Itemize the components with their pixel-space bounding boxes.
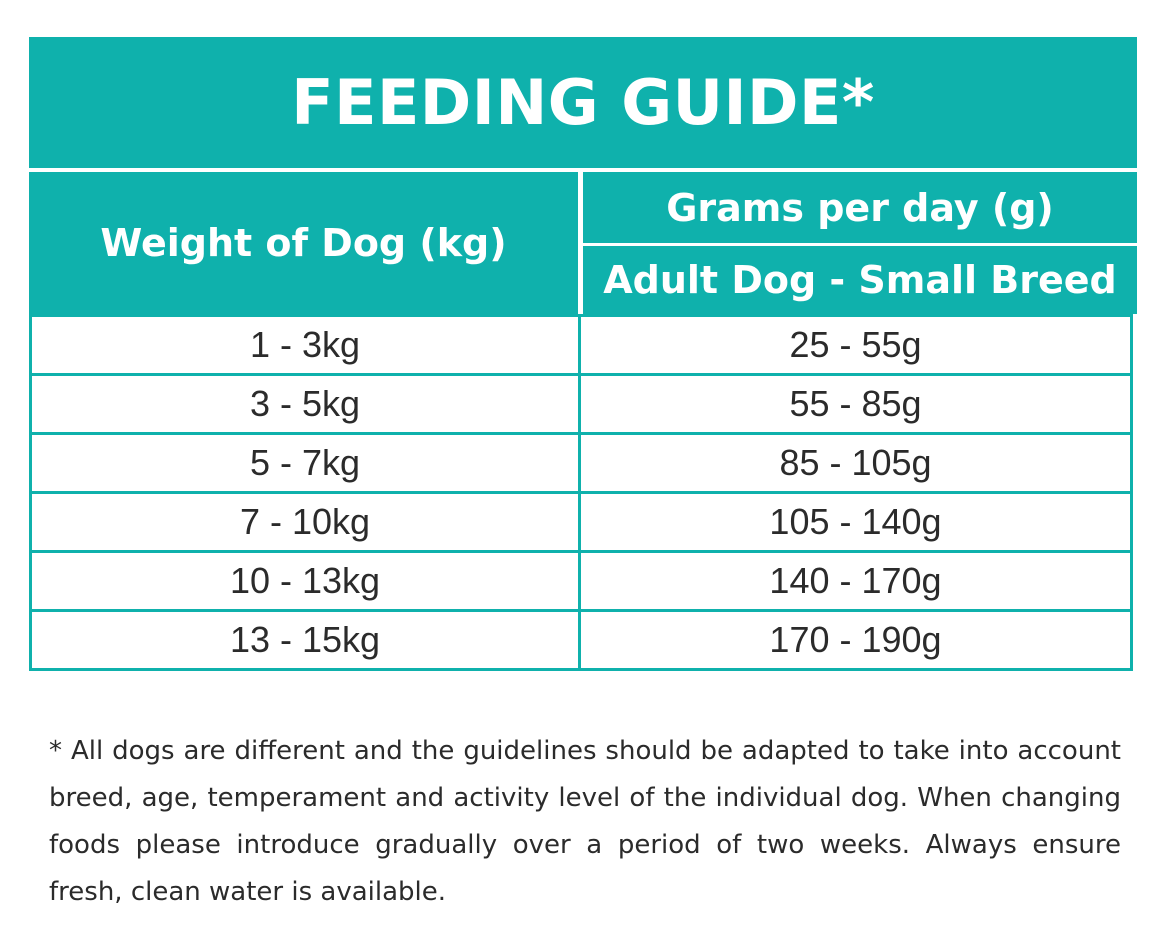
table-row: 13 - 15kg 170 - 190g	[29, 609, 1133, 671]
weight-cell: 1 - 3kg	[29, 314, 581, 376]
grams-cell: 140 - 170g	[578, 550, 1133, 612]
breed-subheader: Adult Dog - Small Breed	[583, 246, 1137, 314]
table-row: 5 - 7kg 85 - 105g	[29, 432, 1133, 494]
grams-cell: 170 - 190g	[578, 609, 1133, 671]
table-row: 3 - 5kg 55 - 85g	[29, 373, 1133, 435]
table-row: 10 - 13kg 140 - 170g	[29, 550, 1133, 612]
table-row: 1 - 3kg 25 - 55g	[29, 314, 1133, 376]
weight-cell: 5 - 7kg	[29, 432, 581, 494]
page-title: FEEDING GUIDE*	[29, 37, 1137, 168]
weight-cell: 10 - 13kg	[29, 550, 581, 612]
footnote-text: * All dogs are different and the guideli…	[49, 736, 1121, 907]
weight-cell: 7 - 10kg	[29, 491, 581, 553]
weight-cell: 3 - 5kg	[29, 373, 581, 435]
grams-cell: 55 - 85g	[578, 373, 1133, 435]
weight-cell: 13 - 15kg	[29, 609, 581, 671]
grams-cell: 85 - 105g	[578, 432, 1133, 494]
grams-cell: 25 - 55g	[578, 314, 1133, 376]
grams-column-header: Grams per day (g)	[583, 172, 1137, 243]
feeding-table: 1 - 3kg 25 - 55g 3 - 5kg 55 - 85g 5 - 7k…	[29, 314, 1133, 671]
table-row: 7 - 10kg 105 - 140g	[29, 491, 1133, 553]
weight-column-header: Weight of Dog (kg)	[29, 172, 578, 314]
grams-cell: 105 - 140g	[578, 491, 1133, 553]
